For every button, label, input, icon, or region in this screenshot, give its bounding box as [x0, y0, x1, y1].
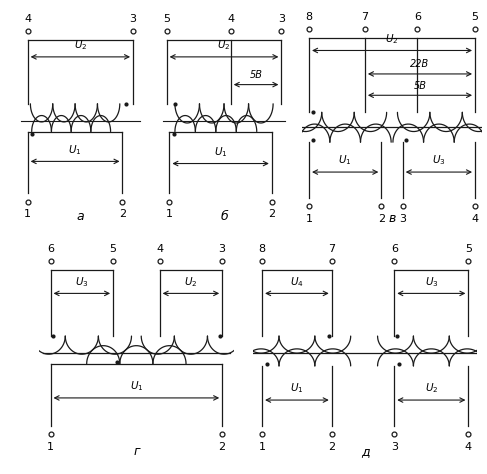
Text: 8: 8 [305, 12, 313, 22]
Text: 5В: 5В [249, 70, 262, 80]
Text: 7: 7 [328, 244, 335, 254]
Text: б: б [220, 210, 228, 223]
Text: 4: 4 [471, 214, 479, 224]
Text: 1: 1 [47, 442, 54, 452]
Text: $U_2$: $U_2$ [385, 32, 399, 46]
Text: 5: 5 [110, 244, 116, 254]
Text: г: г [133, 445, 140, 458]
Text: в: в [388, 212, 396, 226]
Text: 3: 3 [391, 442, 398, 452]
Text: $U_1$: $U_1$ [68, 143, 82, 157]
Text: 6: 6 [414, 12, 421, 22]
Text: 5В: 5В [413, 81, 427, 91]
Text: 1: 1 [24, 210, 31, 219]
Text: 2: 2 [119, 210, 126, 219]
Text: 3: 3 [130, 14, 136, 24]
Text: 2: 2 [219, 442, 225, 452]
Text: 5: 5 [471, 12, 478, 22]
Text: $U_3$: $U_3$ [425, 275, 438, 289]
Text: 8: 8 [259, 244, 266, 254]
Text: д: д [361, 445, 370, 458]
Text: $U_1$: $U_1$ [214, 145, 227, 159]
Text: 5: 5 [465, 244, 472, 254]
Text: 2: 2 [268, 210, 275, 219]
Text: 3: 3 [399, 214, 406, 224]
Text: $U_2$: $U_2$ [217, 38, 231, 52]
Text: 3: 3 [278, 14, 285, 24]
Text: 1: 1 [306, 214, 313, 224]
Text: $U_2$: $U_2$ [425, 382, 438, 395]
Text: 6: 6 [391, 244, 398, 254]
Text: 5: 5 [163, 14, 170, 24]
Text: 4: 4 [24, 14, 31, 24]
Text: 1: 1 [166, 210, 173, 219]
Text: 7: 7 [361, 12, 369, 22]
Text: $U_3$: $U_3$ [432, 154, 446, 167]
Text: 3: 3 [219, 244, 225, 254]
Text: 4: 4 [227, 14, 234, 24]
Text: $U_3$: $U_3$ [75, 275, 89, 289]
Text: $U_4$: $U_4$ [290, 275, 304, 289]
Text: 4: 4 [156, 244, 163, 254]
Text: $U_1$: $U_1$ [338, 154, 352, 167]
Text: а: а [76, 210, 84, 223]
Text: $U_2$: $U_2$ [74, 38, 87, 52]
Text: 2: 2 [328, 442, 335, 452]
Text: 2: 2 [377, 214, 385, 224]
Text: 1: 1 [259, 442, 266, 452]
Text: $U_1$: $U_1$ [290, 382, 304, 395]
Text: 4: 4 [465, 442, 472, 452]
Text: $U_1$: $U_1$ [130, 379, 143, 393]
Text: 22В: 22В [411, 59, 430, 69]
Text: $U_2$: $U_2$ [184, 275, 198, 289]
Text: 6: 6 [47, 244, 54, 254]
